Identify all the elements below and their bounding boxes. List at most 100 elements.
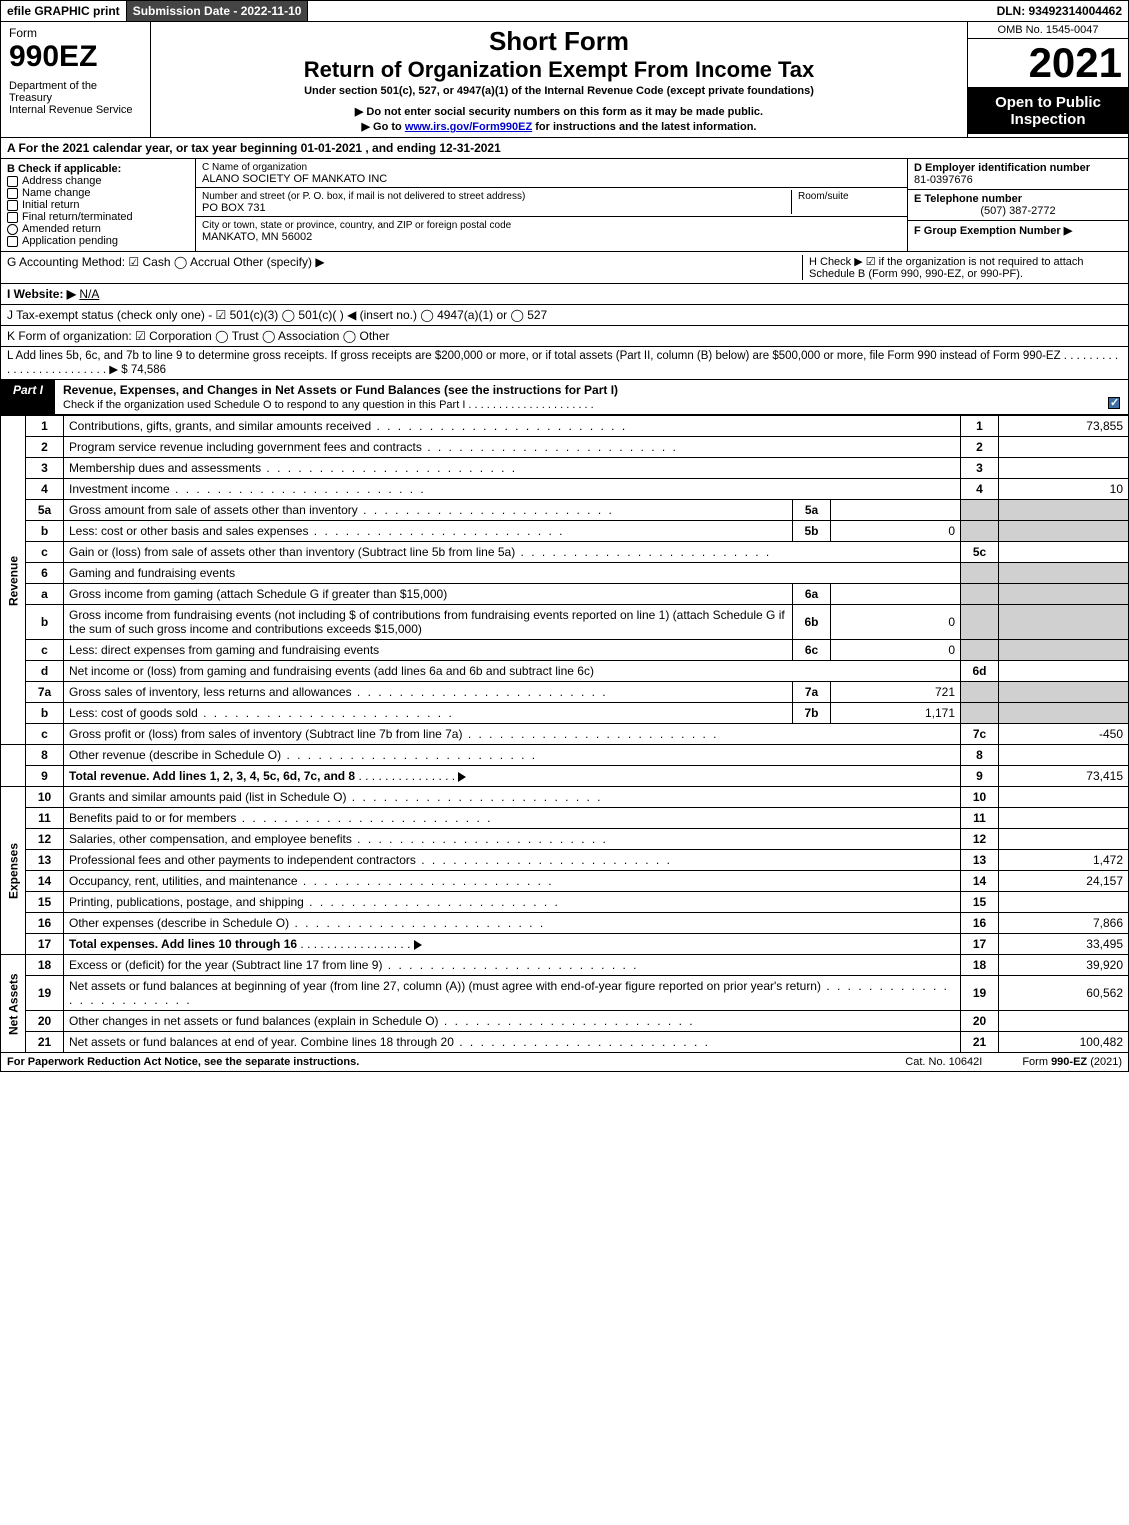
d11: Benefits paid to or for members xyxy=(69,811,492,825)
mv5a xyxy=(831,500,961,521)
c-name-label: C Name of organization xyxy=(202,162,307,173)
d10: Grants and similar amounts paid (list in… xyxy=(69,790,602,804)
chk-final-return[interactable] xyxy=(7,212,18,223)
mv6c: 0 xyxy=(831,640,961,661)
sha6b xyxy=(999,605,1129,640)
line-a: A For the 2021 calendar year, or tax yea… xyxy=(0,138,1129,159)
d7b: Less: cost of goods sold xyxy=(69,706,454,720)
sh6 xyxy=(961,563,999,584)
col-b: B Check if applicable: Address change Na… xyxy=(1,159,196,251)
submission-date-button[interactable]: Submission Date - 2022-11-10 xyxy=(127,1,309,21)
street: PO BOX 731 xyxy=(202,202,266,214)
r9: 9 xyxy=(961,766,999,787)
r21: 21 xyxy=(961,1032,999,1053)
d14: Occupancy, rent, utilities, and maintena… xyxy=(69,874,554,888)
a13: 1,472 xyxy=(999,850,1129,871)
r16: 16 xyxy=(961,913,999,934)
n21: 21 xyxy=(26,1032,64,1053)
row-11: 11Benefits paid to or for members11 xyxy=(1,808,1129,829)
d8: Other revenue (describe in Schedule O) xyxy=(69,748,537,762)
a1: 73,855 xyxy=(999,416,1129,437)
ml6b: 6b xyxy=(793,605,831,640)
chk-application-pending[interactable] xyxy=(7,236,18,247)
gh-row: G Accounting Method: ☑ Cash ◯ Accrual Ot… xyxy=(0,252,1129,284)
chk-name-change[interactable] xyxy=(7,188,18,199)
header-center: Short Form Return of Organization Exempt… xyxy=(151,22,968,137)
d1: Contributions, gifts, grants, and simila… xyxy=(69,419,627,433)
ml7b: 7b xyxy=(793,703,831,724)
row-14: 14 Occupancy, rent, utilities, and mainte… xyxy=(1,871,1129,892)
r17: 17 xyxy=(961,934,999,955)
d12: Salaries, other compensation, and employ… xyxy=(69,832,608,846)
d5b: Less: cost or other basis and sales expe… xyxy=(69,524,565,538)
opt-initial: Initial return xyxy=(22,199,79,211)
a10 xyxy=(999,787,1129,808)
r20: 20 xyxy=(961,1011,999,1032)
a12 xyxy=(999,829,1129,850)
mv7a: 721 xyxy=(831,682,961,703)
row-3: 3Membership dues and assessments3 xyxy=(1,458,1129,479)
a4: 10 xyxy=(999,479,1129,500)
side-netassets: Net Assets xyxy=(1,955,26,1053)
a3 xyxy=(999,458,1129,479)
a19: 60,562 xyxy=(999,976,1129,1011)
a9: 73,415 xyxy=(999,766,1129,787)
n15: 15 xyxy=(26,892,64,913)
room-label: Room/suite xyxy=(798,191,849,202)
r6d: 6d xyxy=(961,661,999,682)
part1-checkbox[interactable] xyxy=(1108,397,1120,409)
chk-address-change[interactable] xyxy=(7,176,18,187)
sha6a xyxy=(999,584,1129,605)
r15: 15 xyxy=(961,892,999,913)
n3: 3 xyxy=(26,458,64,479)
ml7a: 7a xyxy=(793,682,831,703)
r4: 4 xyxy=(961,479,999,500)
footer: For Paperwork Reduction Act Notice, see … xyxy=(0,1053,1129,1072)
opt-final: Final return/terminated xyxy=(22,211,133,223)
sh7a xyxy=(961,682,999,703)
sha5a xyxy=(999,500,1129,521)
opt-name: Name change xyxy=(22,187,91,199)
dept-treasury: Department of the Treasury Internal Reve… xyxy=(9,80,142,116)
row-7c: cGross profit or (loss) from sales of in… xyxy=(1,724,1129,745)
n2: 2 xyxy=(26,437,64,458)
sha6 xyxy=(999,563,1129,584)
row-2: 2 Program service revenue including gover… xyxy=(1,437,1129,458)
n4: 4 xyxy=(26,479,64,500)
subtitle-ssn: ▶ Do not enter social security numbers o… xyxy=(159,105,959,118)
chk-initial-return[interactable] xyxy=(7,200,18,211)
d-ein: D Employer identification number81-03976… xyxy=(908,159,1128,190)
r12: 12 xyxy=(961,829,999,850)
sh5b xyxy=(961,521,999,542)
chk-amended-return[interactable] xyxy=(7,224,18,235)
part1-tag: Part I xyxy=(1,380,55,414)
phone: (507) 387-2772 xyxy=(914,205,1122,217)
row-6a: aGross income from gaming (attach Schedu… xyxy=(1,584,1129,605)
n7b: b xyxy=(26,703,64,724)
n18: 18 xyxy=(26,955,64,976)
line-i: I Website: ▶ N/A xyxy=(0,284,1129,305)
sh6b xyxy=(961,605,999,640)
r8: 8 xyxy=(961,745,999,766)
efile-label: efile GRAPHIC print xyxy=(1,1,127,21)
d3: Membership dues and assessments xyxy=(69,461,517,475)
d6: Gaming and fundraising events xyxy=(64,563,961,584)
n14: 14 xyxy=(26,871,64,892)
city: MANKATO, MN 56002 xyxy=(202,231,312,243)
row-18: Net Assets18Excess or (deficit) for the … xyxy=(1,955,1129,976)
ml5b: 5b xyxy=(793,521,831,542)
footer-right: Form 990-EZ (2021) xyxy=(1022,1056,1122,1068)
e-label: E Telephone number xyxy=(914,193,1022,205)
side-revenue: Revenue xyxy=(1,416,26,745)
n12: 12 xyxy=(26,829,64,850)
d2: Program service revenue including govern… xyxy=(69,440,678,454)
n6d: d xyxy=(26,661,64,682)
row-4: 4Investment income410 xyxy=(1,479,1129,500)
row-12: 12 Salaries, other compensation, and empl… xyxy=(1,829,1129,850)
irs-link[interactable]: www.irs.gov/Form990EZ xyxy=(405,121,532,133)
ml6c: 6c xyxy=(793,640,831,661)
line-j: J Tax-exempt status (check only one) - ☑… xyxy=(0,305,1129,326)
ein: 81-0397676 xyxy=(914,174,973,186)
row-16: 16Other expenses (describe in Schedule O… xyxy=(1,913,1129,934)
mv5b: 0 xyxy=(831,521,961,542)
